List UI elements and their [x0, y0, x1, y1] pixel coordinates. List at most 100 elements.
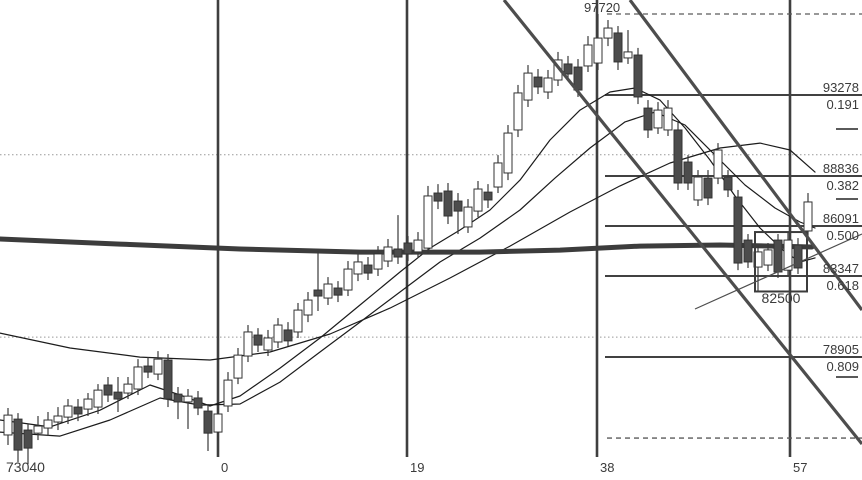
candle-body-up [693, 176, 703, 201]
candle-body-down [633, 54, 643, 98]
candle-body-up [123, 383, 133, 394]
candle-body-down [13, 418, 23, 451]
candle-body-down [363, 264, 373, 274]
candle-body-down [203, 410, 213, 434]
x-axis-label: 19 [410, 460, 425, 475]
candle-body-up [183, 395, 193, 403]
candle-body-down [733, 196, 743, 264]
candle-body-up [153, 358, 163, 375]
candle-body-down [613, 32, 623, 63]
candle-body-up [493, 162, 503, 188]
candle-body-up [543, 77, 553, 93]
candle-body-up [463, 206, 473, 228]
fib-ratio-label: 0.618 [826, 278, 859, 294]
candle-body-up [353, 261, 363, 275]
candle-body-down [393, 248, 403, 258]
candle-body-up [783, 239, 793, 271]
candle-body-down [193, 397, 203, 409]
candle-body-down [403, 242, 413, 255]
down-channel-lower [628, 0, 862, 311]
consolidation-box [754, 231, 808, 293]
candle-body-up [263, 337, 273, 351]
candle-body-up [513, 92, 523, 131]
candle-body-down [253, 334, 263, 346]
candle-body-up [3, 414, 13, 436]
candle-body-down [683, 161, 693, 184]
candle-body-up [523, 72, 533, 101]
low-price-label: 73040 [6, 459, 45, 475]
fib-price-label: 78905 [822, 342, 859, 358]
candle-body-down [483, 191, 493, 201]
candle-body-up [663, 107, 673, 131]
candle-body-down [333, 287, 343, 296]
candle-body-down [163, 359, 173, 400]
fib-price-label: 86091 [822, 211, 859, 227]
candle-body-up [43, 419, 53, 429]
candle-body-up [133, 366, 143, 390]
peak-price-label: 97720 [584, 0, 621, 15]
candle-body-up [233, 354, 243, 379]
candle-body-up [803, 201, 813, 232]
candle-body-down [563, 63, 573, 75]
box-price-label: 82500 [761, 290, 801, 306]
candle-body-down [23, 429, 33, 449]
candle-body-up [413, 239, 423, 253]
candle-body-down [453, 200, 463, 212]
candle-body-down [703, 177, 713, 199]
candle-body-down [433, 192, 443, 202]
candle-body-up [473, 188, 483, 212]
fib-price-label: 88836 [822, 160, 859, 176]
candle-body-up [593, 37, 603, 64]
candle-body-up [213, 413, 223, 433]
candle-body-up [293, 309, 303, 333]
ascending-support [694, 233, 862, 310]
x-axis-label: 38 [600, 460, 615, 475]
candle-body-down [773, 239, 783, 273]
candle-body-up [623, 51, 633, 59]
candle-body-up [223, 379, 233, 407]
candle-body-up [603, 27, 613, 39]
candle-body-up [63, 405, 73, 418]
candle-body-up [383, 246, 393, 262]
candle-body-up [83, 398, 93, 410]
x-axis-label: 57 [793, 460, 808, 475]
candle-body-up [53, 415, 63, 423]
candle-body-up [503, 132, 513, 174]
ma-long-thick [0, 236, 815, 255]
candle-body-down [73, 406, 83, 415]
candle-body-up [343, 268, 353, 291]
fib-price-label: 83347 [822, 261, 859, 277]
candle-body-down [283, 329, 293, 342]
candle-body-down [113, 391, 123, 400]
down-channel-upper [502, 0, 862, 446]
candle-body-down [443, 190, 453, 217]
candle-body-down [673, 129, 683, 184]
candle-body-down [793, 244, 803, 269]
candle-body-up [93, 389, 103, 408]
fib-price-label: 93278 [822, 79, 859, 95]
candle-body-down [313, 289, 323, 297]
candle-body-up [323, 283, 333, 299]
fib-ratio-label: 0.500 [826, 228, 859, 244]
fib-ratio-label: 0.191 [826, 96, 859, 112]
candle-body-up [273, 324, 283, 343]
fib-ratio-label: 0.382 [826, 177, 859, 193]
candle-body-up [243, 331, 253, 357]
candle-body-up [373, 253, 383, 270]
candle-body-down [143, 365, 153, 373]
candle-body-up [713, 149, 723, 179]
candle-body-up [423, 195, 433, 249]
x-axis-label: 0 [221, 460, 229, 475]
candle-body-down [173, 393, 183, 403]
candle-body-up [33, 425, 43, 434]
candle-body-down [723, 176, 733, 191]
candle-body-down [103, 384, 113, 396]
candle-body-up [303, 299, 313, 316]
candle-body-up [653, 109, 663, 129]
fib-ratio-label: 0.809 [826, 359, 859, 375]
candle-body-down [643, 107, 653, 131]
candle-body-down [743, 239, 753, 263]
candle-body-up [583, 44, 593, 67]
ma-medium [0, 111, 816, 437]
